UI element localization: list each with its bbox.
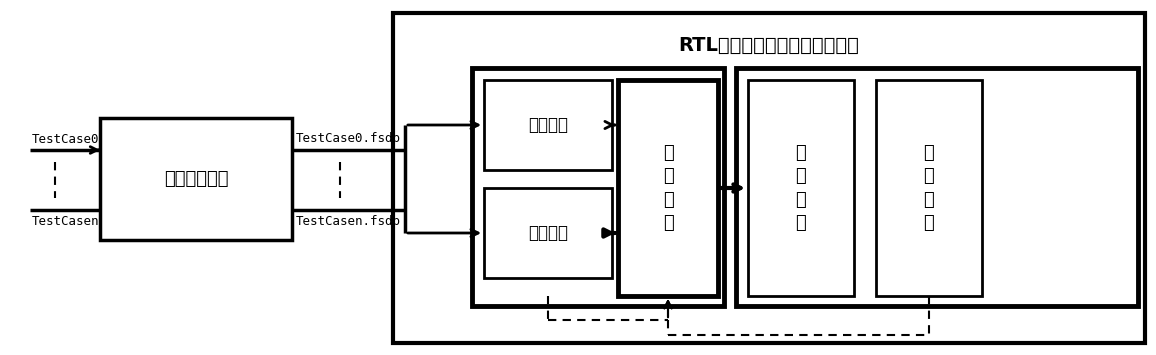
Bar [618, 80, 718, 296]
Text: TestCase0: TestCase0 [32, 133, 99, 146]
Bar [876, 80, 981, 296]
Bar [101, 118, 292, 240]
Text: 错
误
验
证: 错 误 验 证 [924, 144, 934, 233]
Text: TestCasen.fsdb: TestCasen.fsdb [296, 215, 401, 228]
Text: 被测设计: 被测设计 [528, 224, 568, 242]
Text: 参考设计: 参考设计 [528, 116, 568, 134]
Text: 激励生成环境: 激励生成环境 [164, 170, 228, 188]
Text: 数
据
分
析: 数 据 分 析 [662, 144, 674, 233]
Bar [484, 188, 612, 278]
Bar [748, 80, 854, 296]
Text: TestCase0.fsdb: TestCase0.fsdb [296, 132, 401, 145]
Text: 错
误
定
位: 错 误 定 位 [795, 144, 807, 233]
Bar [393, 13, 1144, 343]
Bar [484, 80, 612, 170]
Bar [472, 68, 724, 306]
Bar [736, 68, 1138, 306]
Text: TestCasen: TestCasen [32, 215, 99, 228]
Text: RTL级功耗分析及错位定位系统: RTL级功耗分析及错位定位系统 [679, 36, 859, 55]
